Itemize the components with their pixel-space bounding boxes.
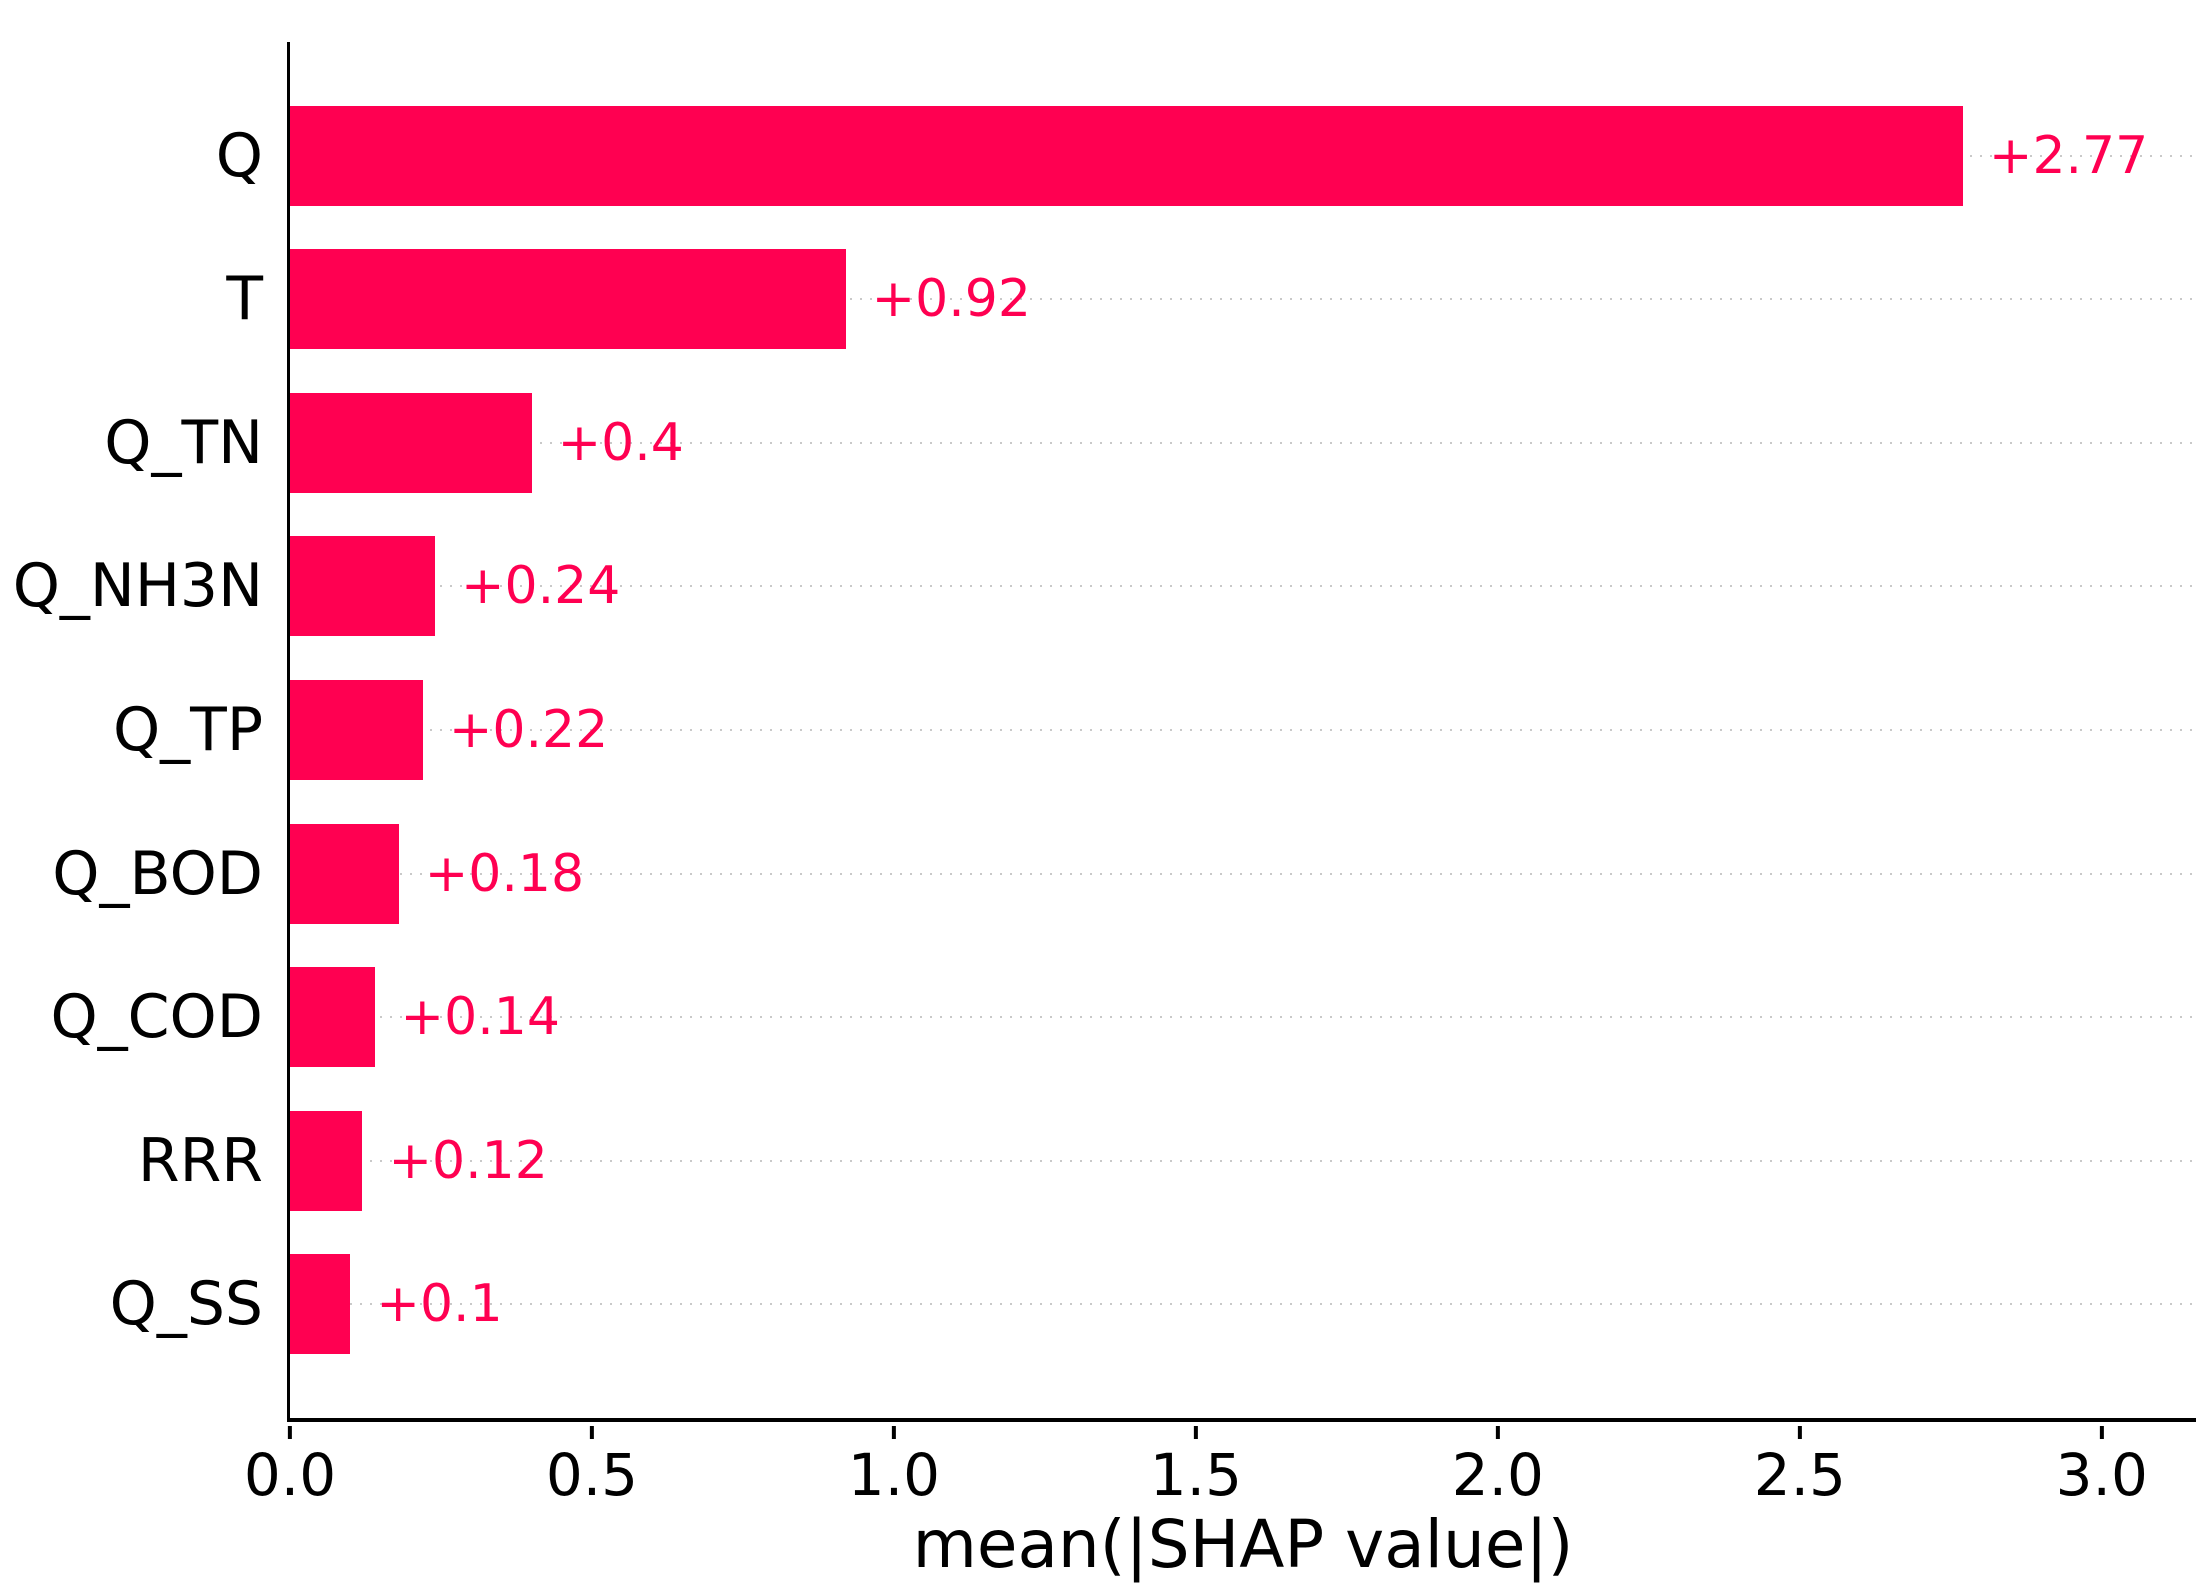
x-tick-label: 2.5 <box>1753 1441 1846 1509</box>
category-label: Q_BOD <box>52 838 263 909</box>
x-tick-mark <box>1797 1426 1802 1439</box>
bar-row: T +0.92 <box>226 228 2196 372</box>
grid-line <box>290 1159 2196 1162</box>
x-axis-label: mean(|SHAP value|) <box>912 1506 1574 1583</box>
bar-value-label: +0.92 <box>871 269 1031 330</box>
x-tick: 0.5 <box>546 1426 638 1504</box>
bar-row: Q_TN +0.4 <box>104 371 2196 515</box>
category-label: Q_TP <box>112 695 263 766</box>
bar-rows: Q +2.77 T +0.92 Q_TN +0.4 Q_NH3N +0.24 Q… <box>13 42 2196 1418</box>
x-tick-label: 3.0 <box>2055 1441 2148 1509</box>
bar-value-label: +0.4 <box>557 412 684 473</box>
bar-line: +0.22 <box>290 658 2196 802</box>
bar-value-label: +0.12 <box>388 1130 548 1191</box>
bar-row: Q_NH3N +0.24 <box>13 515 2196 659</box>
bar <box>290 680 423 781</box>
x-tick: 3.0 <box>2056 1426 2148 1504</box>
bar <box>290 1110 363 1211</box>
bar-value-label: +2.77 <box>1988 125 2149 186</box>
x-tick: 1.5 <box>1150 1426 1242 1504</box>
grid-line <box>290 872 2196 875</box>
bar-row: Q_COD +0.14 <box>50 945 2196 1089</box>
bar <box>290 105 1963 206</box>
category-label: Q_NH3N <box>12 551 263 622</box>
bar-line: +0.14 <box>290 945 2196 1089</box>
bar <box>290 823 399 924</box>
bar-line: +2.77 <box>290 84 2196 228</box>
bar-line: +0.4 <box>290 371 2196 515</box>
bar-line: +0.1 <box>290 1233 2196 1377</box>
bar-row: Q +2.77 <box>216 84 2196 228</box>
x-tick-label: 2.0 <box>1451 1441 1544 1509</box>
grid-line <box>290 729 2196 732</box>
grid-line <box>290 1016 2196 1019</box>
x-tick: 2.5 <box>1754 1426 1846 1504</box>
category-label: RRR <box>137 1125 263 1196</box>
grid-line <box>290 1303 2196 1306</box>
category-label: Q <box>215 120 263 191</box>
x-tick-label: 0.5 <box>545 1441 639 1509</box>
x-tick-mark <box>1495 1426 1500 1439</box>
x-tick-mark <box>891 1426 896 1439</box>
bar-line: +0.12 <box>290 1089 2196 1233</box>
bar-value-label: +0.1 <box>376 1274 503 1335</box>
bar-row: Q_BOD +0.18 <box>52 802 2196 946</box>
x-tick: 1.0 <box>848 1426 940 1504</box>
x-tick-mark <box>1193 1426 1198 1439</box>
bar-value-label: +0.14 <box>400 987 560 1048</box>
category-label: Q_COD <box>50 982 263 1053</box>
x-tick-mark <box>589 1426 594 1439</box>
x-tick: 2.0 <box>1452 1426 1544 1504</box>
bar <box>290 967 375 1068</box>
bar-value-label: +0.24 <box>460 556 621 617</box>
grid-line <box>290 441 2196 444</box>
x-tick-mark <box>2099 1426 2104 1439</box>
x-tick-mark <box>288 1426 292 1439</box>
bar-row: Q_SS +0.1 <box>110 1233 2196 1377</box>
category-label: T <box>226 264 263 335</box>
bar-value-label: +0.22 <box>448 700 609 761</box>
bar-line: +0.24 <box>290 515 2196 659</box>
category-label: Q_TN <box>104 407 263 478</box>
x-tick-label: 0.0 <box>243 1441 337 1509</box>
category-label: Q_SS <box>109 1269 263 1340</box>
bar-row: RRR +0.12 <box>138 1089 2196 1233</box>
bar <box>290 1254 351 1355</box>
bar <box>290 249 846 350</box>
bar <box>290 392 532 493</box>
x-tick-label: 1.0 <box>847 1441 941 1509</box>
bar-row: Q_TP +0.22 <box>113 658 2196 802</box>
plot-area: Q +2.77 T +0.92 Q_TN +0.4 Q_NH3N +0.24 Q… <box>13 42 2196 1422</box>
bar-line: +0.18 <box>290 802 2196 946</box>
bar <box>290 536 435 637</box>
x-tick: 0.0 <box>244 1426 336 1504</box>
bar-line: +0.92 <box>290 228 2196 372</box>
bar-value-label: +0.18 <box>424 843 585 904</box>
grid-line <box>290 585 2196 588</box>
grid-line <box>290 298 2196 301</box>
x-tick-label: 1.5 <box>1149 1441 1243 1509</box>
x-axis: 0.0 0.5 1.0 1.5 2.0 2.5 3.0 <box>244 1426 2196 1526</box>
